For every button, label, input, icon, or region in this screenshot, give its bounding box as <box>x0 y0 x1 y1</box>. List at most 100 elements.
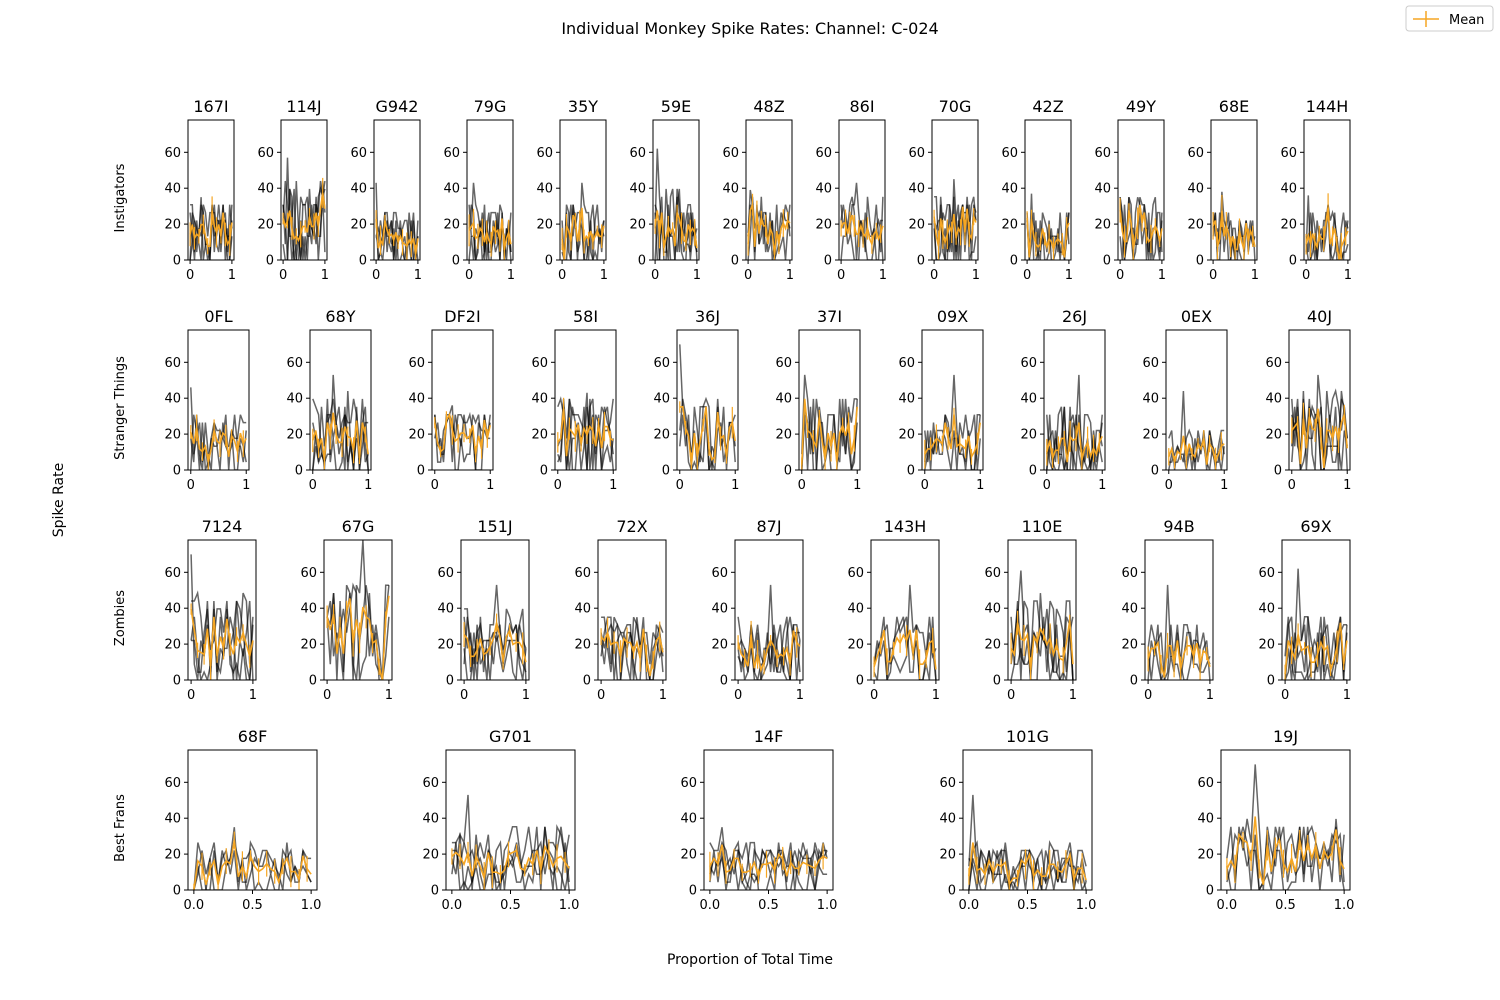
axes-frame <box>1024 119 1072 261</box>
x-tick-label: 0.0 <box>442 898 463 913</box>
y-tick-label: 40 <box>1265 392 1282 407</box>
y-tick-label: 60 <box>408 356 425 371</box>
y-tick-label: 60 <box>711 566 728 581</box>
y-tick-label: 20 <box>164 218 181 233</box>
y-tick-label: 60 <box>629 146 646 161</box>
panel-G701: G701 0 20 40 60 0.0 0.5 1.0 <box>422 727 579 913</box>
x-tick-label: 0 <box>921 478 929 493</box>
axes-frame <box>1117 119 1165 261</box>
mean-trace <box>312 412 369 461</box>
y-tick-label: 20 <box>939 848 956 863</box>
trace-group <box>463 584 527 680</box>
trace-group <box>933 179 977 260</box>
trace-group <box>1284 568 1348 680</box>
y-tick-label: 60 <box>536 146 553 161</box>
x-tick-label: 0 <box>1116 268 1124 283</box>
y-tick-label: 40 <box>536 182 553 197</box>
axes-frame <box>559 119 607 261</box>
x-tick-label: 1 <box>1343 688 1351 703</box>
panel-40J: 40J 0 20 40 60 0 1 <box>1265 307 1351 493</box>
panel-title: 36J <box>695 307 720 326</box>
legend-mean-label: Mean <box>1449 13 1484 28</box>
y-tick-label: 0 <box>907 464 915 479</box>
y-tick-label: 40 <box>1020 392 1037 407</box>
trace-group <box>312 374 369 470</box>
y-tick-label: 20 <box>536 218 553 233</box>
panel-DF2I: DF2I 0 20 40 60 0 1 <box>408 307 494 493</box>
x-tick-label: 1 <box>693 268 701 283</box>
spike-trace <box>451 826 570 890</box>
spike-trace <box>654 196 698 253</box>
x-tick-label: 0 <box>323 688 331 703</box>
x-tick-label: 0.0 <box>1217 898 1238 913</box>
y-tick-label: 20 <box>1280 218 1297 233</box>
panel-title: 26J <box>1062 307 1087 326</box>
x-tick-label: 1 <box>522 688 530 703</box>
panel-58I: 58I 0 20 40 60 0 1 <box>531 307 617 493</box>
spike-trace <box>1046 406 1103 470</box>
y-tick-label: 20 <box>574 638 591 653</box>
y-tick-label: 60 <box>164 356 181 371</box>
y-tick-label: 40 <box>422 812 439 827</box>
y-tick-label: 40 <box>437 602 454 617</box>
panel-79G: 79G 0 20 40 60 0 1 <box>443 97 515 283</box>
y-tick-label: 60 <box>722 146 739 161</box>
trace-group <box>190 554 254 680</box>
y-tick-label: 60 <box>815 146 832 161</box>
x-tick-label: 1 <box>853 478 861 493</box>
panel-19J: 19J 0 20 40 60 0.0 0.5 1.0 <box>1197 727 1354 913</box>
y-tick-label: 40 <box>574 602 591 617</box>
spike-trace <box>190 600 254 680</box>
spike-trace <box>709 827 828 890</box>
x-tick-label: 1 <box>1343 478 1351 493</box>
spike-trace <box>840 182 884 253</box>
y-tick-label: 20 <box>984 638 1001 653</box>
trace-group <box>1119 196 1163 260</box>
y-tick-label: 20 <box>775 428 792 443</box>
panel-title: 144H <box>1306 97 1349 116</box>
y-tick-label: 60 <box>286 356 303 371</box>
y-tick-label: 0 <box>266 254 274 269</box>
y-tick-label: 40 <box>680 812 697 827</box>
trace-group <box>737 584 801 680</box>
panel-37I: 37I 0 20 40 60 0 1 <box>775 307 861 493</box>
mean-trace <box>968 842 1087 887</box>
panel-151J: 151J 0 20 40 60 0 1 <box>437 517 530 703</box>
trace-group <box>282 157 326 260</box>
y-tick-label: 60 <box>164 566 181 581</box>
panel-title: 14F <box>754 727 784 746</box>
panel-68F: 68F 0 20 40 60 0.0 0.5 1.0 <box>164 727 321 913</box>
panel-67G: 67G 0 20 40 60 0 1 <box>300 517 393 703</box>
x-tick-label: 1 <box>1206 688 1214 703</box>
x-tick-label: 1 <box>1158 268 1166 283</box>
trace-group <box>468 182 512 260</box>
spike-trace <box>434 414 491 470</box>
y-tick-label: 0 <box>583 674 591 689</box>
legend-frame <box>1405 5 1494 32</box>
x-tick-label: 0 <box>1302 268 1310 283</box>
panel-68E: 68E 0 20 40 60 0 1 <box>1187 97 1259 283</box>
y-tick-label: 0 <box>1010 254 1018 269</box>
y-tick-label: 60 <box>1280 146 1297 161</box>
y-tick-label: 40 <box>898 392 915 407</box>
y-tick-label: 60 <box>300 566 317 581</box>
mean-trace <box>1226 816 1345 885</box>
panel-36J: 36J 0 20 40 60 0 1 <box>653 307 739 493</box>
panel-title: 40J <box>1307 307 1332 326</box>
trace-group <box>600 616 664 680</box>
trace-group <box>326 540 390 680</box>
x-tick-label: 0.5 <box>758 898 779 913</box>
y-tick-label: 60 <box>939 776 956 791</box>
panel-110E: 110E 0 20 40 60 0 1 <box>984 517 1077 703</box>
panel-title: 68Y <box>325 307 355 326</box>
panel-title: DF2I <box>444 307 480 326</box>
axes-frame <box>798 329 861 471</box>
panel-title: 86I <box>849 97 874 116</box>
panel-title: 49Y <box>1126 97 1156 116</box>
axes-frame <box>676 329 739 471</box>
y-tick-label: 20 <box>164 428 181 443</box>
panel-114J: 114J 0 20 40 60 0 1 <box>257 97 329 283</box>
panel-59E: 59E 0 20 40 60 0 1 <box>629 97 701 283</box>
axes-frame <box>1303 119 1351 261</box>
